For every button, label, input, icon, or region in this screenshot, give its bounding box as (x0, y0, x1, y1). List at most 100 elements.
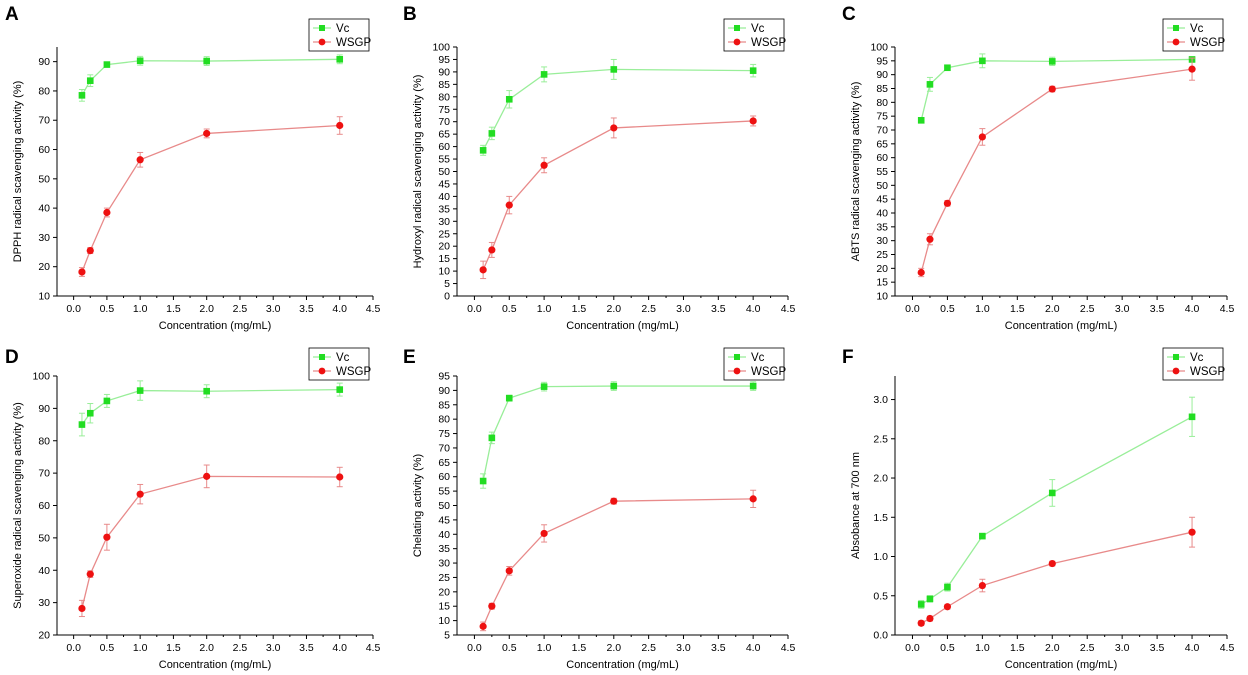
legend-label: WSGP (336, 37, 371, 49)
x-tick-label: 0.5 (940, 642, 955, 654)
legend-box (1162, 18, 1224, 52)
y-tick-label: 40 (438, 191, 450, 203)
x-tick-label: 1.5 (572, 303, 587, 315)
x-tick-label: 1.0 (975, 642, 990, 654)
x-tick-label: 3.0 (1115, 642, 1130, 654)
y-tick-label: 5 (444, 630, 450, 642)
data-point (979, 57, 986, 65)
series-wsgp (479, 489, 757, 632)
y-tick-label: 40 (438, 529, 450, 541)
y-tick-label: 95 (438, 371, 450, 383)
series-wsgp (78, 464, 344, 618)
x-axis-title: Concentration (mg/mL) (566, 320, 679, 332)
x-tick-label: 2.5 (641, 642, 656, 654)
x-tick-label: 3.5 (1150, 303, 1165, 315)
x-tick-label: 2.5 (1080, 303, 1095, 315)
data-point (749, 67, 757, 74)
data-point (488, 246, 496, 254)
y-tick-label: 80 (438, 91, 450, 103)
y-tick-label: 3.0 (873, 394, 888, 406)
x-tick-label: 2.5 (641, 303, 656, 315)
y-tick-label: 75 (438, 104, 450, 116)
y-tick-label: 70 (438, 442, 450, 454)
x-tick-label: 2.0 (606, 642, 621, 654)
data-point (86, 77, 94, 84)
y-tick-label: 0.0 (873, 630, 888, 642)
x-tick-label: 1.0 (537, 642, 552, 654)
legend-box (308, 347, 370, 381)
y-tick-label: 80 (876, 97, 888, 109)
data-point (1048, 85, 1056, 93)
legend-marker (734, 25, 740, 31)
y-tick-label: 75 (438, 428, 450, 440)
legend-marker (1172, 367, 1180, 375)
y-tick-label: 65 (438, 457, 450, 469)
series-line (920, 68, 1193, 273)
data-point (926, 614, 934, 623)
x-tick-label: 4.5 (1220, 303, 1235, 315)
y-tick-label: 90 (38, 403, 50, 415)
y-tick-label: 90 (38, 56, 50, 68)
y-tick-label: 1.0 (873, 551, 888, 563)
data-point (203, 472, 211, 480)
y-tick-label: 40 (38, 203, 50, 215)
series-line (482, 385, 754, 482)
x-tick-label: 1.5 (1010, 642, 1025, 654)
legend-marker (733, 367, 741, 375)
legend-marker (734, 354, 740, 360)
y-tick-label: 45 (438, 178, 450, 190)
data-point (749, 117, 757, 125)
y-tick-label: 30 (38, 232, 50, 244)
y-tick-label: 60 (438, 471, 450, 483)
y-tick-label: 20 (438, 586, 450, 598)
y-tick-label: 65 (876, 138, 888, 150)
x-tick-label: 1.5 (1010, 303, 1025, 315)
y-tick-label: 70 (38, 115, 50, 127)
y-tick-label: 50 (876, 180, 888, 192)
legend-label: WSGP (751, 366, 786, 378)
data-point (136, 387, 144, 394)
series-line (920, 416, 1193, 605)
y-tick-label: 45 (438, 514, 450, 526)
data-point (505, 394, 513, 402)
y-tick-label: 80 (438, 414, 450, 426)
y-tick-label: 35 (876, 221, 888, 233)
y-tick-label: 0.5 (873, 590, 888, 602)
data-point (978, 581, 986, 590)
data-point (336, 473, 344, 481)
y-tick-label: 100 (432, 42, 450, 54)
y-tick-label: 60 (876, 152, 888, 164)
y-tick-label: 25 (438, 228, 450, 240)
y-tick-label: 30 (38, 597, 50, 609)
y-tick-label: 25 (438, 572, 450, 584)
legend-label: Vc (751, 352, 765, 364)
series-vc (479, 58, 757, 156)
x-tick-label: 4.0 (332, 642, 347, 654)
y-tick-label: 70 (438, 116, 450, 128)
series-line (81, 388, 340, 425)
legend-label: Vc (336, 23, 350, 35)
data-point (479, 477, 487, 485)
data-point (86, 570, 94, 578)
data-point (979, 532, 986, 540)
series-line (482, 120, 754, 271)
data-point (610, 382, 618, 390)
legend-marker (1172, 38, 1180, 46)
y-tick-label: 85 (876, 83, 888, 95)
panel-letter: F (842, 347, 854, 368)
data-point (86, 409, 94, 417)
x-tick-label: 3.0 (266, 642, 281, 654)
x-tick-label: 1.5 (166, 303, 181, 315)
series-vc (479, 381, 757, 489)
x-tick-label: 2.0 (1045, 303, 1060, 315)
data-point (488, 130, 496, 137)
y-tick-label: 65 (438, 129, 450, 141)
series-wsgp (479, 115, 757, 280)
data-point (203, 57, 210, 65)
legend: Vc WSGP (723, 18, 786, 52)
y-tick-label: 10 (876, 291, 888, 303)
legend-label: Vc (751, 23, 765, 35)
legend: Vc WSGP (308, 18, 371, 52)
y-tick-label: 80 (38, 435, 50, 447)
legend-label: WSGP (336, 366, 371, 378)
